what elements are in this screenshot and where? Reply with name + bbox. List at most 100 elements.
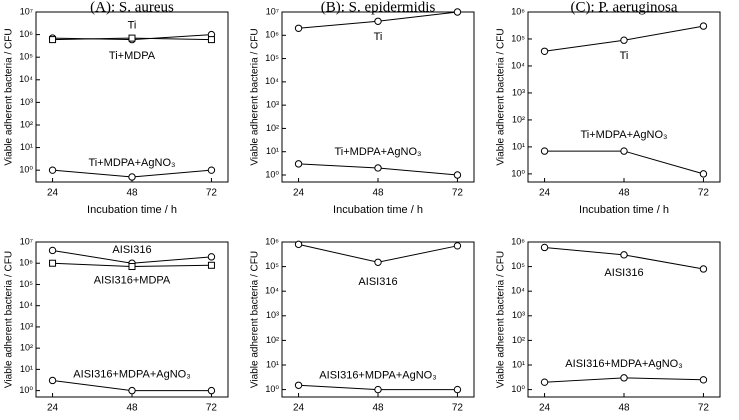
y-axis-label: Viable adherent bacteria / CFU (250, 251, 261, 388)
y-tick-label: 10⁴ (265, 286, 279, 296)
series-label: Ti (620, 50, 629, 62)
y-tick-label: 10⁷ (20, 6, 33, 16)
marker (699, 22, 708, 30)
y-tick-label: 10⁵ (19, 279, 33, 289)
marker (294, 160, 303, 168)
marker (620, 36, 628, 44)
marker (699, 265, 708, 273)
y-tick-label: 10⁶ (511, 236, 525, 246)
marker (207, 386, 216, 395)
marker (540, 147, 549, 155)
series-label: AISI316+MDPA+AgNO₃ (73, 369, 190, 381)
y-tick-label: 10⁶ (511, 6, 525, 16)
marker (294, 240, 303, 249)
chart-title: (A): S. aureus (90, 0, 174, 15)
series-label: Ti+MDPA+AgNO₃ (334, 146, 421, 158)
y-tick-label: 10² (512, 335, 525, 345)
x-tick-label: 24 (47, 403, 59, 414)
y-tick-label: 10² (266, 123, 279, 133)
y-tick-label: 10¹ (20, 142, 33, 152)
marker (207, 261, 215, 269)
y-tick-label: 10⁷ (20, 236, 33, 246)
y-tick-label: 10⁵ (265, 261, 279, 271)
marker (128, 173, 136, 181)
y-tick-label: 10⁵ (265, 53, 279, 63)
x-tick-label: 72 (698, 188, 710, 199)
y-tick-label: 10⁰ (511, 384, 525, 394)
series-label: AISI316 (358, 276, 397, 288)
y-tick-label: 10⁶ (265, 30, 279, 40)
x-tick-label: 24 (47, 188, 59, 199)
marker (294, 24, 303, 32)
x-axis-label: Incubation time / h (333, 419, 423, 420)
x-tick-label: 48 (372, 403, 384, 414)
marker (620, 251, 628, 259)
y-axis-label: Viable adherent bacteria / CFU (250, 28, 261, 165)
y-tick-label: 10³ (20, 97, 33, 107)
y-tick-label: 10⁵ (19, 52, 33, 62)
y-tick-label: 10⁵ (511, 33, 525, 43)
x-tick-label: 72 (698, 403, 710, 414)
marker (699, 170, 708, 178)
y-tick-label: 10³ (266, 310, 279, 320)
series-label: AISI316+MDPA+AgNO₃ (565, 358, 682, 370)
y-tick-label: 10¹ (266, 359, 279, 369)
marker (374, 164, 382, 172)
y-tick-label: 10⁴ (265, 76, 279, 86)
y-tick-label: 10¹ (266, 146, 279, 156)
marker (128, 34, 136, 42)
y-axis-label: Viable adherent bacteria / CFU (496, 251, 507, 388)
y-tick-label: 10⁶ (19, 258, 33, 268)
y-tick-label: 10⁶ (19, 29, 33, 39)
series-label: AISI316 (604, 267, 643, 279)
x-tick-label: 48 (372, 188, 384, 199)
marker (374, 385, 382, 394)
series-label: Ti (374, 31, 383, 43)
series-label: AISI316 (112, 244, 151, 256)
x-tick-label: 24 (539, 188, 551, 199)
x-axis-label: Incubation time / h (87, 419, 177, 420)
marker (620, 147, 628, 155)
marker (374, 17, 382, 25)
x-axis-label: Incubation time / h (333, 204, 423, 216)
x-tick-label: 72 (452, 403, 464, 414)
series-label: Ti+MDPA (109, 50, 156, 62)
marker (620, 374, 628, 382)
x-tick-label: 72 (206, 188, 218, 199)
y-tick-label: 10² (512, 114, 525, 124)
x-axis-label: Incubation time / h (87, 204, 177, 216)
y-tick-label: 10² (20, 343, 33, 353)
y-tick-label: 10⁶ (265, 236, 279, 246)
marker (48, 376, 57, 385)
y-tick-label: 10³ (20, 321, 33, 331)
chart-title: (B): S. epidermidis (321, 0, 436, 15)
y-tick-label: 10⁰ (265, 384, 279, 394)
x-axis-label: Incubation time / h (579, 419, 669, 420)
y-tick-label: 10² (266, 335, 279, 345)
x-tick-label: 24 (293, 403, 305, 414)
marker (294, 381, 303, 389)
y-axis-label: Viable adherent bacteria / CFU (496, 28, 507, 165)
y-tick-label: 10¹ (20, 364, 33, 374)
marker (128, 263, 136, 271)
x-tick-label: 24 (539, 403, 551, 414)
y-tick-label: 10¹ (512, 141, 525, 151)
y-tick-label: 10⁷ (266, 6, 279, 16)
marker (699, 376, 708, 384)
y-tick-label: 10⁵ (511, 261, 525, 271)
y-tick-label: 10³ (266, 100, 279, 110)
x-tick-label: 48 (618, 188, 630, 199)
y-tick-label: 10² (20, 119, 33, 129)
series-label: Ti+MDPA+AgNO₃ (580, 129, 667, 141)
y-tick-label: 10⁰ (19, 385, 33, 395)
marker (540, 243, 549, 252)
series-label: AISI316+MDPA (94, 274, 171, 286)
x-tick-label: 48 (618, 403, 630, 414)
x-tick-label: 72 (206, 403, 218, 414)
marker (540, 378, 549, 386)
marker (453, 8, 462, 16)
marker (48, 246, 57, 255)
series-label: AISI316+MDPA+AgNO₃ (319, 370, 436, 382)
marker (453, 385, 462, 394)
y-tick-label: 10³ (512, 310, 525, 320)
